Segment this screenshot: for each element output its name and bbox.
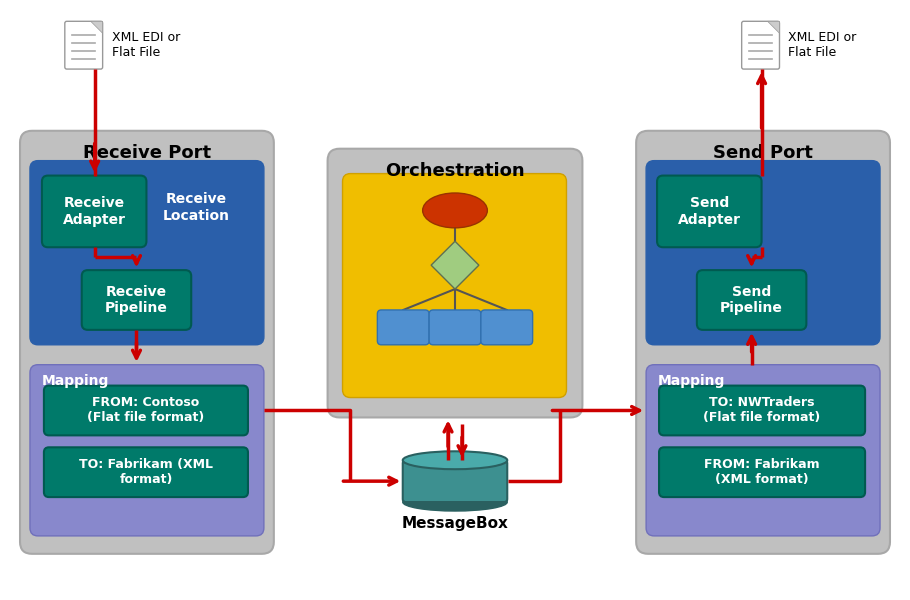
FancyBboxPatch shape — [646, 161, 880, 345]
Text: MessageBox: MessageBox — [401, 517, 509, 532]
Text: Receive
Adapter: Receive Adapter — [63, 196, 126, 227]
FancyBboxPatch shape — [657, 176, 762, 247]
FancyBboxPatch shape — [44, 386, 248, 436]
Text: Send
Adapter: Send Adapter — [678, 196, 741, 227]
FancyBboxPatch shape — [328, 149, 582, 418]
FancyBboxPatch shape — [636, 131, 890, 554]
Text: XML EDI or
Flat File: XML EDI or Flat File — [788, 31, 856, 59]
Text: Mapping: Mapping — [42, 374, 109, 388]
Text: Receive
Pipeline: Receive Pipeline — [105, 285, 168, 315]
FancyBboxPatch shape — [82, 270, 191, 330]
FancyBboxPatch shape — [342, 173, 567, 398]
Ellipse shape — [403, 493, 507, 511]
Text: Send
Pipeline: Send Pipeline — [720, 285, 784, 315]
FancyBboxPatch shape — [480, 310, 532, 345]
Text: XML EDI or
Flat File: XML EDI or Flat File — [112, 31, 180, 59]
Text: Send Port: Send Port — [713, 143, 813, 161]
FancyBboxPatch shape — [403, 460, 507, 502]
FancyBboxPatch shape — [44, 448, 248, 497]
FancyBboxPatch shape — [697, 270, 806, 330]
FancyBboxPatch shape — [20, 131, 274, 554]
Polygon shape — [431, 241, 479, 289]
Ellipse shape — [422, 193, 488, 228]
Text: Receive Port: Receive Port — [83, 143, 211, 161]
FancyBboxPatch shape — [430, 310, 480, 345]
Text: FROM: Contoso
(Flat file format): FROM: Contoso (Flat file format) — [87, 397, 205, 424]
FancyBboxPatch shape — [659, 386, 865, 436]
Text: Orchestration: Orchestration — [385, 161, 525, 179]
Ellipse shape — [403, 451, 507, 469]
FancyBboxPatch shape — [646, 365, 880, 536]
FancyBboxPatch shape — [65, 21, 103, 69]
FancyBboxPatch shape — [30, 161, 264, 345]
Text: TO: NWTraders
(Flat file format): TO: NWTraders (Flat file format) — [703, 397, 821, 424]
Text: Receive
Location: Receive Location — [163, 193, 229, 223]
FancyBboxPatch shape — [378, 310, 430, 345]
Text: Mapping: Mapping — [658, 374, 725, 388]
FancyBboxPatch shape — [659, 448, 865, 497]
Text: TO: Fabrikam (XML
format): TO: Fabrikam (XML format) — [79, 458, 213, 486]
FancyBboxPatch shape — [30, 365, 264, 536]
Text: FROM: Fabrikam
(XML format): FROM: Fabrikam (XML format) — [704, 458, 820, 486]
FancyBboxPatch shape — [42, 176, 147, 247]
FancyBboxPatch shape — [742, 21, 780, 69]
Polygon shape — [91, 21, 103, 33]
Polygon shape — [767, 21, 780, 33]
